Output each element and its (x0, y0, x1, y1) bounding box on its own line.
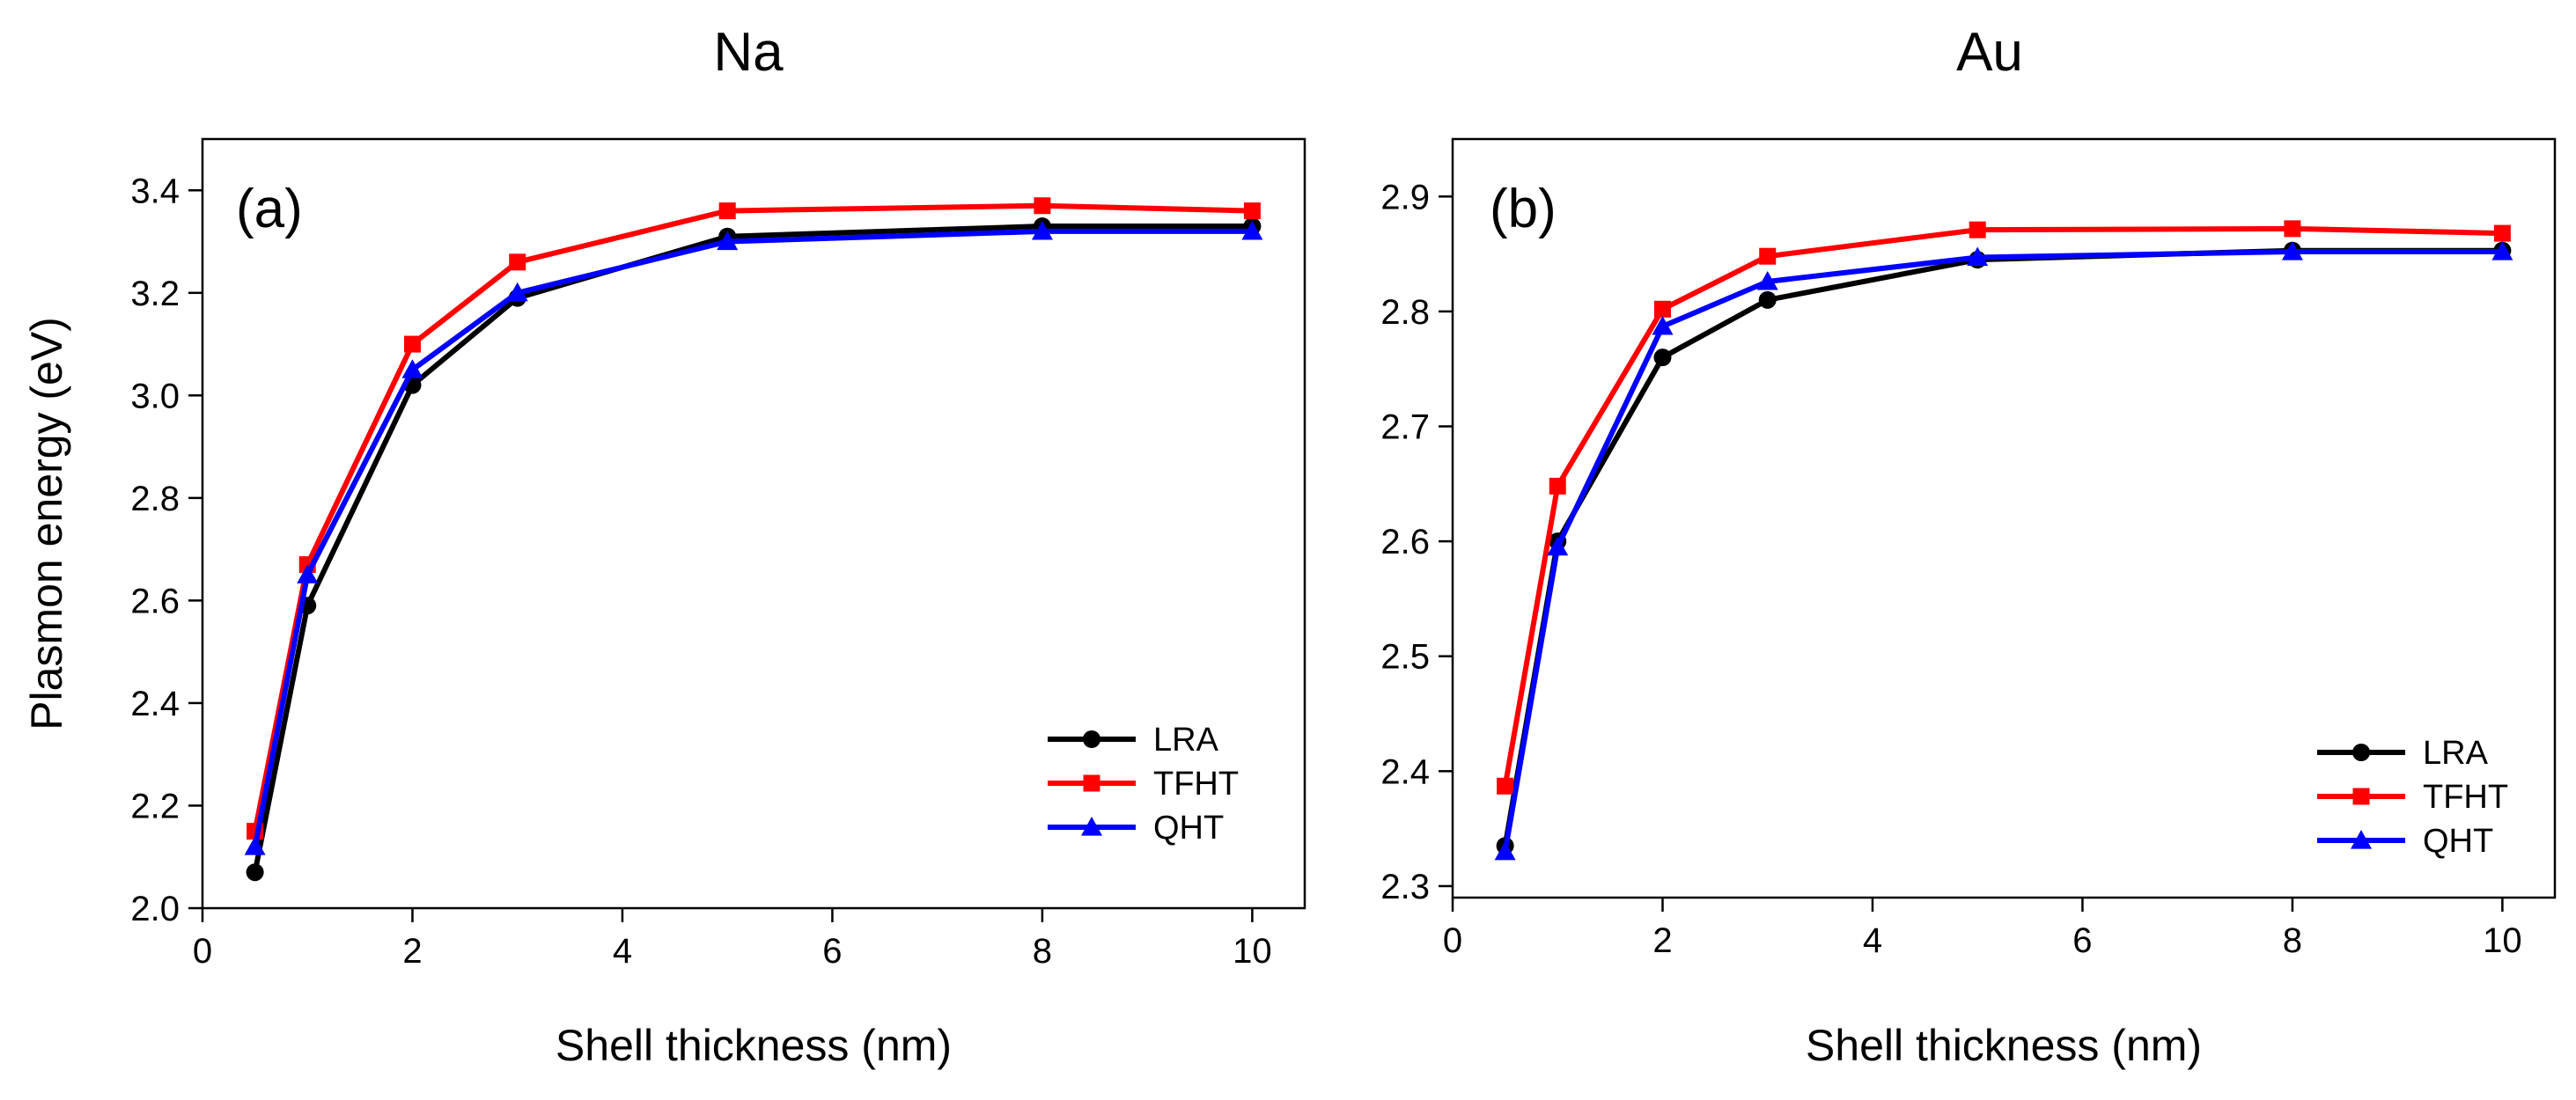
data-point-tfht (1243, 202, 1261, 220)
x-axis-label: Shell thickness (nm) (1806, 1021, 2202, 1070)
x-tick-label: 0 (193, 932, 212, 971)
data-point-qht (297, 564, 319, 583)
data-point-tfht (1034, 197, 1051, 215)
data-point-tfht (403, 335, 421, 353)
legend: LRA TFHT QHT (2317, 735, 2508, 860)
y-tick-label: 2.0 (130, 890, 180, 928)
legend-marker-lra (2352, 744, 2370, 761)
data-point-qht (2491, 240, 2513, 260)
y-tick-label: 2.4 (130, 685, 180, 723)
data-point-lra (1758, 290, 1777, 309)
panel-a: Na (a) 0 2 4 6 8 10 2.0 2.2 2.4 2.6 2.8 3.0 3.2 3.4 Shel… (22, 22, 1306, 1070)
x-tick-label: 2 (1652, 921, 1672, 960)
y-tick-label: 3.4 (130, 172, 180, 210)
x-tick-label: 10 (2483, 921, 2522, 960)
data-point-qht (1967, 246, 1989, 267)
data-point-tfht (1549, 477, 1566, 495)
y-tick-label: 2.6 (1380, 523, 1430, 561)
x-tick-label: 6 (2072, 921, 2092, 960)
series-line-lra (252, 224, 1253, 873)
data-point-qht (1547, 536, 1569, 556)
x-tick-label: 8 (1033, 932, 1052, 971)
data-point-qht (1031, 220, 1053, 240)
y-tick-label: 2.8 (130, 480, 180, 518)
legend: LRA TFHT QHT (1048, 722, 1239, 847)
legend-label-qht: QHT (2423, 823, 2493, 860)
legend-label-qht: QHT (1153, 810, 1224, 847)
series-qht (244, 220, 1263, 855)
legend-marker-lra (1083, 730, 1100, 748)
x-tick-label: 8 (2283, 921, 2302, 960)
data-point-qht (1652, 315, 1674, 335)
data-point-tfht (718, 202, 736, 220)
x-tick-label: 4 (1863, 921, 1882, 960)
chart-title: Na (713, 22, 784, 83)
data-point-qht (506, 282, 528, 302)
data-point-qht (401, 359, 423, 378)
data-point-tfht (1497, 777, 1514, 795)
y-tick-label: 2.5 (1380, 638, 1430, 677)
legend-label-lra: LRA (1153, 722, 1219, 759)
x-tick-label: 6 (822, 932, 842, 971)
data-point-tfht (2493, 224, 2511, 242)
plot-frame (201, 137, 1306, 910)
legend-marker-qht (2351, 830, 2372, 849)
chart-title: Au (1956, 22, 2023, 83)
data-point-tfht (1653, 300, 1671, 318)
panel-b: Au (b) 0 2 4 6 8 10 2.3 2.4 2.5 2.6 2.7 2.8 2.9 Shell t… (1380, 22, 2557, 1070)
data-point-qht (1494, 840, 1516, 861)
data-point-qht (1756, 270, 1778, 290)
x-axis-label: Shell thickness (nm) (556, 1021, 952, 1070)
y-tick-label: 2.6 (130, 582, 180, 620)
x-tick-label: 10 (1233, 932, 1272, 971)
data-point-qht (1241, 220, 1263, 240)
y-axis-label: Plasmon energy (eV) (22, 317, 71, 730)
y-tick-label: 2.2 (130, 787, 180, 825)
y-tick-label: 3.2 (130, 275, 180, 313)
y-tick-label: 2.3 (1380, 868, 1430, 906)
series-tfht (1497, 220, 2511, 795)
data-point-tfht (509, 253, 526, 271)
panel-label: (b) (1490, 179, 1557, 239)
legend-marker-qht (1081, 817, 1102, 836)
y-tick-label: 2.8 (1380, 293, 1430, 332)
legend-marker-tfht (2352, 788, 2370, 805)
data-point-lra (246, 863, 264, 882)
data-point-tfht (1969, 221, 1986, 238)
data-point-qht (244, 836, 266, 855)
y-tick-label: 2.9 (1380, 178, 1430, 216)
series-qht (1494, 240, 2513, 861)
x-tick-label: 4 (613, 932, 632, 971)
legend-label-tfht: TFHT (2423, 779, 2508, 816)
x-tick-label: 2 (402, 932, 422, 971)
series-line-qht (1502, 248, 2503, 853)
data-point-tfht (2284, 220, 2301, 238)
series-tfht (247, 197, 1261, 840)
series-line-qht (252, 228, 1253, 847)
data-point-qht (717, 231, 739, 251)
data-point-tfht (1759, 247, 1777, 265)
plot-frame (1451, 137, 2557, 899)
y-tick-label: 3.0 (130, 377, 180, 415)
legend-marker-tfht (1083, 774, 1100, 792)
legend-label-lra: LRA (2423, 735, 2489, 772)
y-tick-label: 2.7 (1380, 408, 1430, 447)
y-tick-label: 2.4 (1380, 752, 1430, 791)
x-tick-label: 0 (1443, 921, 1462, 960)
panel-label: (a) (236, 179, 303, 239)
data-point-qht (2281, 240, 2303, 260)
legend-label-tfht: TFHT (1153, 766, 1239, 803)
data-point-lra (1653, 348, 1672, 367)
